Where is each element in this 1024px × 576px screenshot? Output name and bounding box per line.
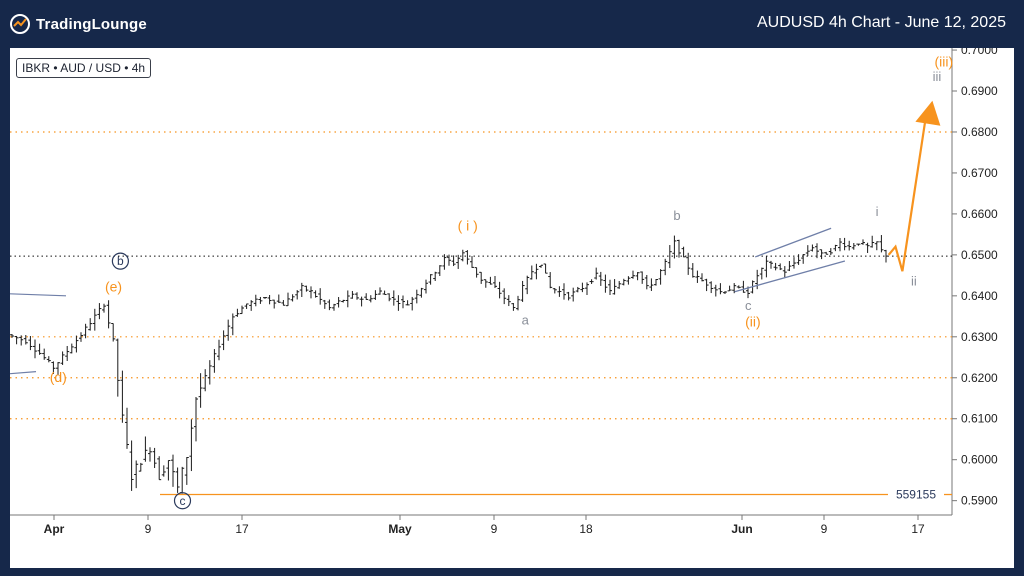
- logo-icon: [10, 14, 30, 34]
- brand-logo: TradingLounge: [10, 13, 147, 35]
- x-tick-label: 18: [579, 522, 593, 536]
- y-tick-label: 0.6800: [961, 125, 998, 139]
- y-tick-label: 0.6500: [961, 248, 998, 262]
- wave-label: a: [522, 313, 530, 328]
- y-tick-label: 0.6000: [961, 453, 998, 467]
- wave-label: (d): [50, 369, 67, 385]
- projection-arrowhead: [915, 100, 941, 126]
- invalidation-label: 559155: [896, 488, 936, 502]
- y-tick-label: 0.6400: [961, 289, 998, 303]
- x-tick-label: Apr: [44, 522, 65, 536]
- x-tick-label: May: [388, 522, 412, 536]
- wave-label: (iii): [934, 53, 953, 69]
- bottom-strip: [0, 568, 1024, 576]
- left-trendline-upper: [10, 293, 67, 297]
- wave-label-circle: [111, 252, 130, 270]
- y-tick-label: 0.6600: [961, 207, 998, 221]
- wave-label: b: [117, 254, 124, 268]
- brand-name: TradingLounge: [36, 15, 147, 33]
- y-tick-label: 0.6700: [961, 166, 998, 180]
- x-tick-label: 17: [235, 522, 249, 536]
- symbol-badge: IBKR • AUD / USD • 4h: [16, 58, 152, 78]
- wave-label: ( i ): [458, 217, 478, 233]
- x-tick-label: 9: [491, 522, 498, 536]
- chart-title: AUDUSD 4h Chart - June 12, 2025: [756, 14, 1006, 31]
- y-tick-label: 0.6300: [961, 330, 998, 344]
- price-chart[interactable]: 0.5900 0.6000 0.6100 0.6200 0.6300 0.6400 0.65…: [10, 48, 1014, 568]
- wave-label: c: [180, 494, 186, 508]
- x-tick-label: 9: [821, 522, 828, 536]
- header-bar: TradingLounge AUDUSD 4h Chart - June 12,…: [0, 0, 1024, 48]
- chart-frame: 0.5900 0.6000 0.6100 0.6200 0.6300 0.6400 0.65…: [10, 48, 1014, 568]
- wave-label: i: [876, 204, 879, 219]
- left-trendline-lower: [10, 371, 37, 375]
- x-tick-label: 9: [145, 522, 152, 536]
- y-tick-label: 0.6200: [961, 371, 998, 385]
- wave-label: c: [745, 298, 752, 313]
- wave-label: ii: [911, 274, 917, 289]
- wave-label: (ii): [745, 314, 761, 330]
- projection-path: [887, 119, 927, 272]
- y-tick-label: 0.6900: [961, 84, 998, 98]
- y-tick-label: 0.5900: [961, 494, 998, 508]
- x-tick-label: Jun: [731, 522, 752, 536]
- x-tick-label: 17: [911, 522, 925, 536]
- channel-upper: [754, 227, 832, 258]
- y-tick-label: 0.6100: [961, 412, 998, 426]
- wave-label: (e): [105, 279, 122, 295]
- wave-label: iii: [933, 69, 942, 84]
- wave-label: b: [673, 208, 680, 223]
- wave-label-circle: [173, 492, 192, 510]
- channel-lower: [734, 260, 846, 293]
- y-tick-label: 0.7000: [961, 48, 998, 57]
